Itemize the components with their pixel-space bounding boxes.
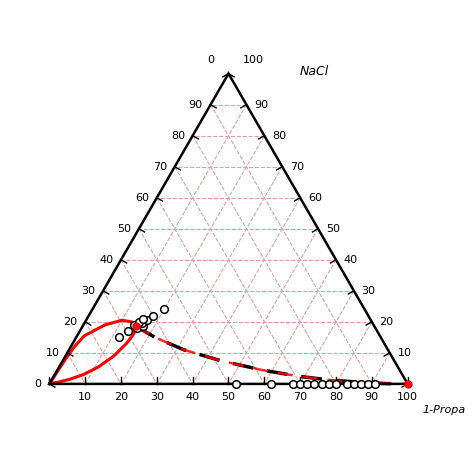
Text: NaCl: NaCl — [300, 65, 329, 78]
Text: 90: 90 — [365, 392, 379, 401]
Text: 0: 0 — [207, 55, 214, 64]
Text: 60: 60 — [308, 193, 322, 203]
Text: 1-Propa: 1-Propa — [422, 405, 465, 415]
Text: 20: 20 — [64, 317, 77, 327]
Text: 70: 70 — [153, 162, 167, 172]
Text: 70: 70 — [290, 162, 304, 172]
Text: 80: 80 — [272, 131, 286, 141]
Text: 40: 40 — [344, 255, 358, 265]
Text: 100: 100 — [243, 55, 264, 64]
Text: 20: 20 — [380, 317, 394, 327]
Text: 50: 50 — [117, 224, 131, 234]
Text: 70: 70 — [293, 392, 307, 401]
Text: 10: 10 — [78, 392, 92, 401]
Text: 30: 30 — [362, 286, 375, 296]
Text: 80: 80 — [329, 392, 343, 401]
Text: 60: 60 — [135, 193, 149, 203]
Text: 40: 40 — [99, 255, 113, 265]
Text: 0: 0 — [35, 379, 42, 389]
Text: 30: 30 — [82, 286, 95, 296]
Text: 80: 80 — [171, 131, 185, 141]
Text: 40: 40 — [186, 392, 200, 401]
Text: 10: 10 — [46, 348, 60, 358]
Text: 100: 100 — [397, 392, 418, 401]
Text: 30: 30 — [150, 392, 164, 401]
Text: 60: 60 — [257, 392, 271, 401]
Text: 50: 50 — [326, 224, 340, 234]
Text: 50: 50 — [221, 392, 236, 401]
Text: 90: 90 — [254, 100, 268, 109]
Text: 90: 90 — [189, 100, 203, 109]
Text: 20: 20 — [114, 392, 128, 401]
Text: 10: 10 — [398, 348, 411, 358]
